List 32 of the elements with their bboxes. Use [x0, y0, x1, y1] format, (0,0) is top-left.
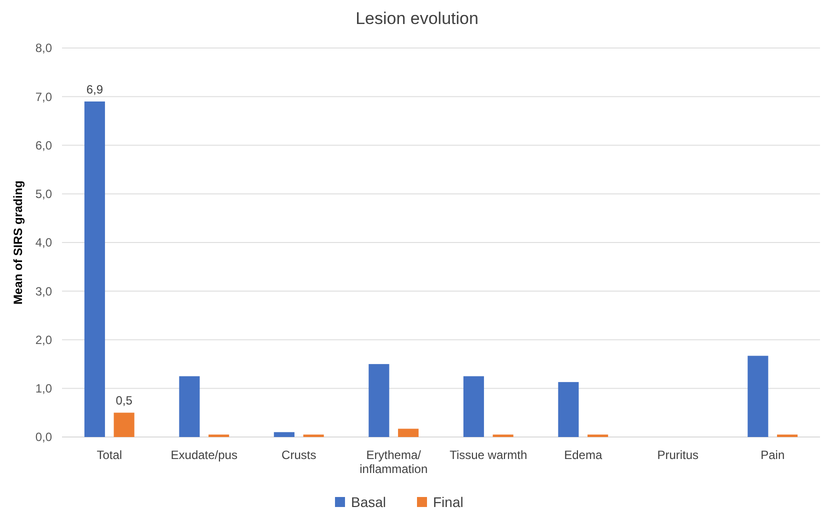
x-tick-label: Exudate/pus [170, 448, 238, 462]
y-tick-label: 1,0 [35, 382, 52, 396]
y-tick-label: 8,0 [35, 41, 52, 56]
x-tick-label: Edema [564, 448, 602, 462]
bar [274, 432, 294, 437]
chart-title: Lesion evolution [356, 9, 478, 28]
legend-label: Basal [351, 494, 386, 510]
data-label: 6,9 [86, 82, 104, 96]
y-tick-label: 3,0 [35, 284, 52, 298]
x-tick-label: Pruritus [657, 448, 699, 462]
y-tick-label: 5,0 [35, 187, 52, 202]
y-tick-label: 0,0 [35, 430, 52, 444]
bar [558, 382, 579, 437]
bar [463, 376, 484, 437]
bar [179, 376, 200, 437]
x-tick-label: Pain [760, 448, 785, 462]
x-tick-label: Tissue warmth [450, 448, 528, 462]
bar [748, 356, 768, 437]
y-tick-label: 4,0 [35, 236, 52, 250]
y-tick-label: 2,0 [35, 332, 52, 347]
x-tick-label: Crusts [282, 448, 316, 462]
x-tick-label: Total [96, 448, 122, 462]
bar [398, 428, 419, 437]
x-tick-label: Erythema/ inflammation [360, 448, 428, 476]
bar [368, 364, 390, 437]
y-tick-label: 6,0 [35, 138, 52, 152]
y-tick-label: 7,0 [35, 90, 52, 104]
legend-label: Final [433, 494, 464, 510]
bar [84, 101, 105, 437]
data-label: 0,5 [116, 394, 133, 408]
bar [114, 412, 134, 437]
y-axis-title: Mean of SIRS grading [11, 180, 25, 305]
